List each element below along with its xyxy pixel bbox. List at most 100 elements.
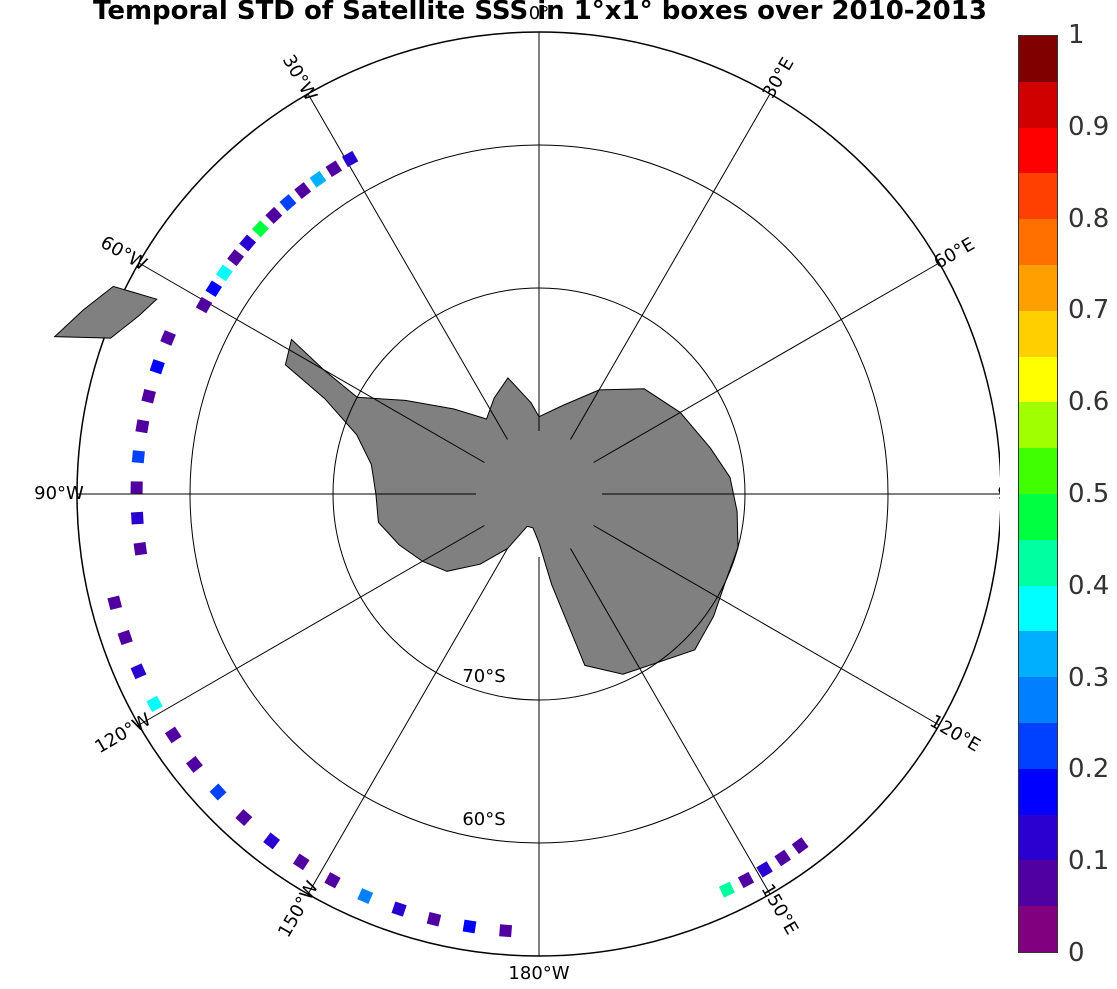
colorbar-segment [1019,723,1057,769]
sss-std-cell [149,359,165,375]
sss-std-cell [263,832,281,850]
colorbar-tick-label: 0.6 [1068,387,1110,418]
map-title: Temporal STD of Satellite SSS in 1°x1° b… [93,0,987,26]
colorbar [1018,35,1058,953]
sss-std-cell [195,296,213,314]
sss-std-cell [130,511,144,525]
sss-std-cell [718,881,735,898]
colorbar-segment [1019,677,1057,724]
parallel-label: 60°S [462,809,505,830]
meridian-label: 60°E [930,234,978,274]
colorbar-tick-label: 0.1 [1068,846,1110,877]
sss-std-cell [756,861,773,878]
meridian-label: 150°W [274,878,323,942]
colorbar-segment [1019,36,1057,82]
colorbar-segment [1019,265,1057,311]
meridian-line [593,525,940,726]
meridian-label: 120°E [926,711,984,757]
sss-std-cell [292,853,310,871]
colorbar-tick-label: 0.8 [1068,203,1110,234]
sss-std-cell [209,783,227,801]
meridian-label: 30°E [759,54,799,102]
sss-std-cell [141,388,156,404]
sss-std-cell [324,872,341,889]
sss-std-cell [426,911,442,927]
colorbar-tick-label: 0.5 [1068,479,1110,509]
sss-std-cell [164,726,182,744]
sss-std-cell [791,837,809,855]
sss-std-cell [391,901,407,917]
meridian-line [307,93,508,440]
colorbar-segment [1019,906,1057,952]
sss-std-cell [357,888,374,904]
sss-std-cell [774,849,791,867]
colorbar-segment [1019,127,1057,174]
south-america-polygon [53,285,158,339]
meridian-label: 60°W [97,232,151,275]
meridian-line [570,93,771,440]
sss-std-cell [265,206,283,224]
colorbar-segment [1019,631,1057,678]
sss-std-cell [239,234,257,252]
sss-std-cell [107,595,123,611]
meridian-label: 90°E [997,483,1000,504]
colorbar-segment [1019,768,1057,815]
sss-std-cell [294,182,312,200]
sss-std-cell [309,170,327,188]
sss-std-cell [186,755,203,773]
colorbar-tick-label: 1 [1068,20,1085,50]
colorbar-segment [1019,219,1057,266]
sss-std-cell [462,919,477,934]
sss-std-cell [160,330,176,346]
colorbar-tick-label: 0.2 [1068,754,1110,785]
sss-std-cell [325,160,343,178]
parallel-label: 70°S [462,666,505,687]
meridian-line [593,262,940,463]
sss-std-cell [146,695,163,712]
sss-std-cell [341,150,359,168]
sss-std-cell [235,809,253,827]
sss-std-cell [130,663,147,680]
meridian-label: 90°W [34,483,84,504]
colorbar-segment [1019,539,1057,586]
colorbar-segment [1019,173,1057,220]
colorbar-segment [1019,814,1057,861]
colorbar-segment [1019,81,1057,128]
colorbar-segment [1019,860,1057,907]
colorbar-segment [1019,356,1057,403]
sss-std-cell [130,481,143,494]
data-tracks [107,150,809,938]
colorbar-tick-label: 0 [1068,938,1085,968]
graticule [77,32,1000,956]
colorbar-segment [1019,402,1057,449]
sss-std-cell [499,924,513,938]
sss-std-cell [117,629,133,646]
colorbar-tick-label: 0.9 [1068,111,1110,142]
sss-std-cell [737,871,755,889]
sss-std-cell [227,249,245,267]
meridian-line [570,548,771,895]
colorbar-segment [1019,310,1057,357]
sss-std-cell [215,264,233,282]
meridian-label: 0° [529,3,549,24]
polar-map: 0°30°E60°E90°E120°E150°E180°W150°W120°W9… [34,3,1000,984]
sss-std-cell [131,450,145,464]
meridian-label: 180°W [508,963,569,984]
meridian-line [138,525,485,726]
colorbar-tick-label: 0.4 [1068,570,1110,601]
meridian-label: 150°E [757,880,803,938]
sss-std-cell [133,541,148,556]
sss-std-cell [205,280,223,298]
sss-std-cell [251,220,269,238]
meridian-label: 30°W [278,51,321,105]
meridian-line [307,548,508,895]
colorbar-segment [1019,494,1057,540]
colorbar-segment [1019,448,1057,495]
colorbar-tick-label: 0.7 [1068,295,1110,326]
sss-std-cell [135,419,150,434]
colorbar-tick-label: 0.3 [1068,662,1110,693]
sss-std-cell [279,194,297,212]
antarctica-landmass [53,285,739,675]
meridian-line [138,262,485,463]
colorbar-segment [1019,585,1057,632]
